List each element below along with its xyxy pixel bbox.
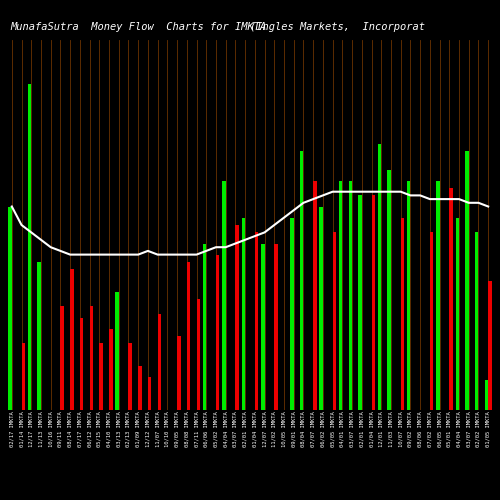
Bar <box>488 280 492 410</box>
Bar <box>475 232 478 410</box>
Bar <box>90 306 93 410</box>
Bar <box>450 188 453 410</box>
Bar <box>70 270 73 410</box>
Bar <box>484 380 488 410</box>
Bar <box>456 218 459 410</box>
Bar <box>115 292 119 410</box>
Bar <box>28 84 31 410</box>
Bar <box>187 262 190 410</box>
Bar <box>400 218 404 410</box>
Bar <box>372 196 375 410</box>
Bar <box>203 244 206 410</box>
Bar <box>339 180 342 410</box>
Bar <box>222 180 226 410</box>
Bar <box>300 151 304 410</box>
Bar <box>236 225 239 410</box>
Bar <box>8 206 12 410</box>
Bar <box>100 344 103 410</box>
Bar <box>158 314 161 410</box>
Bar <box>148 376 152 410</box>
Bar <box>430 232 434 410</box>
Bar <box>407 180 410 410</box>
Bar <box>388 170 391 410</box>
Bar <box>22 344 25 410</box>
Bar <box>261 244 264 410</box>
Bar <box>348 180 352 410</box>
Bar <box>274 244 278 410</box>
Bar <box>177 336 180 410</box>
Bar <box>138 366 141 410</box>
Bar <box>80 318 84 410</box>
Bar <box>290 218 294 410</box>
Bar <box>60 306 64 410</box>
Bar <box>128 344 132 410</box>
Bar <box>313 180 316 410</box>
Bar <box>320 206 323 410</box>
Bar <box>38 262 41 410</box>
Bar <box>332 232 336 410</box>
Bar <box>255 232 258 410</box>
Bar <box>196 299 200 410</box>
Bar <box>216 254 220 410</box>
Bar <box>109 328 112 410</box>
Bar <box>358 196 362 410</box>
Bar <box>465 151 468 410</box>
Text: MunafaSutra  Money Flow  Charts for IMKTA: MunafaSutra Money Flow Charts for IMKTA <box>10 22 266 32</box>
Text: (Ingles Markets,  Incorporat: (Ingles Markets, Incorporat <box>250 22 425 32</box>
Bar <box>378 144 381 410</box>
Bar <box>436 180 440 410</box>
Bar <box>242 218 245 410</box>
